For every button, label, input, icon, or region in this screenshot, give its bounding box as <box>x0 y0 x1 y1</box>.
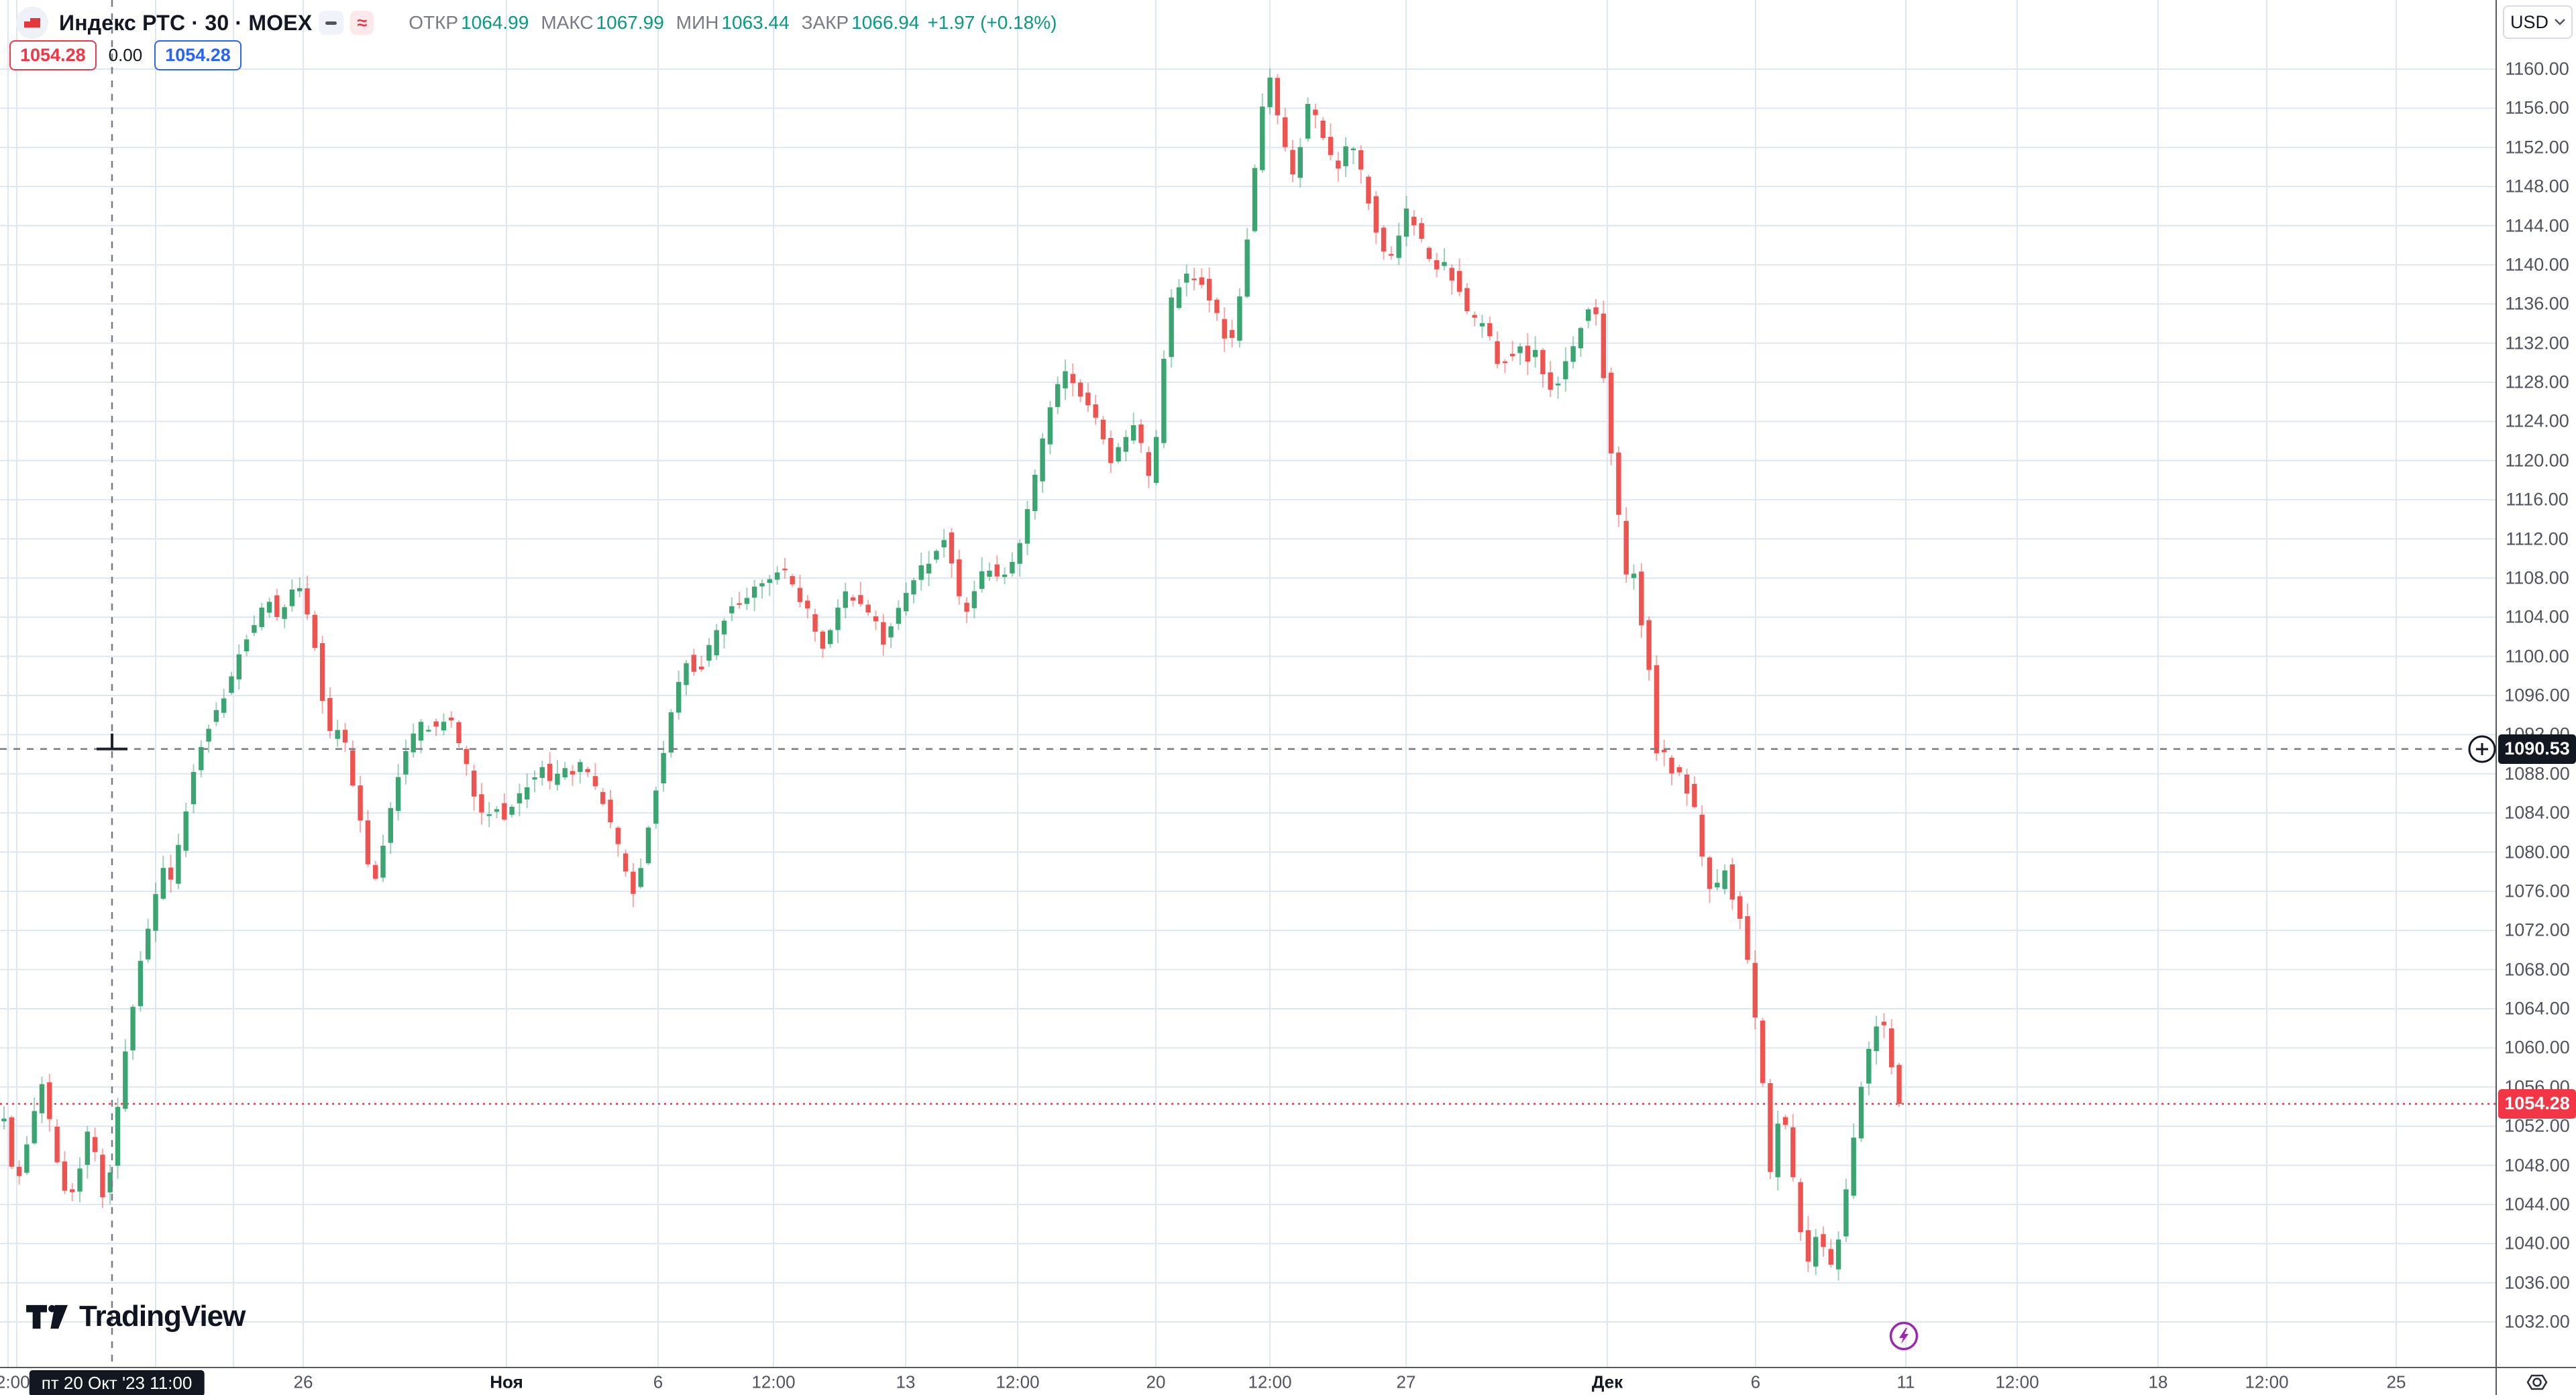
change-value: +1.97 (+0.18%) <box>927 12 1057 33</box>
change-zero-value: 0.00 <box>108 45 143 65</box>
hide-indicator-button[interactable] <box>319 11 344 35</box>
chevron-down-icon <box>2555 19 2565 25</box>
symbol-title[interactable]: Индекс РТС · 30 · MOEX <box>59 10 313 35</box>
price-tick: 1132.00 <box>2505 333 2569 353</box>
time-tick: 13 <box>896 1372 916 1392</box>
time-tick: 12:00 <box>996 1372 1040 1392</box>
price-tick: 1148.00 <box>2505 176 2569 197</box>
price-tick: 1072.00 <box>2504 919 2570 940</box>
crosshair-price-value: 1090.53 <box>2504 738 2570 759</box>
time-tick: Дек <box>1591 1372 1623 1392</box>
price-tick: 1152.00 <box>2505 137 2569 158</box>
time-tick: 12:00 <box>0 1372 30 1392</box>
currency-label: USD <box>2510 11 2548 32</box>
chart-legend: Индекс РТС · 30 · MOEX ≈ ОТКР 1064.99 МА… <box>16 7 1057 39</box>
price-tick: 1108.00 <box>2505 567 2569 588</box>
price-tick: 1120.00 <box>2505 450 2569 471</box>
price-tick: 1040.00 <box>2504 1233 2570 1253</box>
tradingview-mark-icon <box>26 1304 68 1329</box>
time-tick: Ноя <box>490 1372 523 1392</box>
price-tick: 1064.00 <box>2504 998 2570 1019</box>
last-price-value: 1054.28 <box>2504 1093 2570 1114</box>
dash-icon <box>325 21 337 25</box>
axis-settings-corner[interactable] <box>2496 1367 2576 1395</box>
price-axis[interactable]: USD 1160.00 1156.00 1152.00 1148.00 1144.00 1… <box>2468 0 2576 1367</box>
lightning-icon <box>1889 1321 1919 1351</box>
high-value: 1067.99 <box>596 12 664 33</box>
price-tick: 1160.00 <box>2505 58 2569 79</box>
price-tick: 1048.00 <box>2504 1155 2570 1176</box>
countdown-price-chip[interactable]: 1054.28 <box>154 40 241 70</box>
price-tick: 1096.00 <box>2504 685 2570 706</box>
price-tick: 1044.00 <box>2504 1194 2570 1215</box>
currency-dropdown[interactable]: USD <box>2503 5 2573 39</box>
price-tick: 1084.00 <box>2504 802 2570 823</box>
low-value: 1063.44 <box>721 12 790 33</box>
time-tick: 26 <box>293 1372 313 1392</box>
price-tick: 1124.00 <box>2505 410 2569 431</box>
time-tick: 12:00 <box>751 1372 796 1392</box>
open-value: 1064.99 <box>461 12 529 33</box>
similar-symbols-button[interactable]: ≈ <box>350 11 374 35</box>
price-tick: 1068.00 <box>2504 959 2570 980</box>
time-tick: 12:00 <box>1248 1372 1292 1392</box>
ohlc-values: ОТКР 1064.99 МАКС 1067.99 МИН 1063.44 ЗА… <box>396 12 1057 34</box>
add-alert-plus-icon[interactable] <box>2467 734 2497 764</box>
candlestick-chart[interactable] <box>0 0 2496 1370</box>
price-tick: 1144.00 <box>2505 215 2569 235</box>
last-price-badge: 1054.28 <box>2498 1089 2576 1119</box>
price-tick: 1104.00 <box>2505 606 2569 627</box>
crosshair-time-tooltip: пт 20 Окт '23 11:00 <box>29 1370 205 1395</box>
time-tick: 12:00 <box>2245 1372 2289 1392</box>
time-tick: 25 <box>2386 1372 2406 1392</box>
events-lightning-button[interactable] <box>1888 1320 1920 1352</box>
low-label: МИН <box>676 12 719 33</box>
price-tick: 1136.00 <box>2505 293 2569 314</box>
price-tick: 1052.00 <box>2504 1115 2570 1136</box>
price-tick: 1060.00 <box>2504 1037 2570 1058</box>
price-tick: 1128.00 <box>2505 372 2569 392</box>
price-tick: 1032.00 <box>2504 1311 2570 1332</box>
symbol-logo-icon[interactable] <box>16 7 48 39</box>
time-tick: 6 <box>653 1372 663 1392</box>
price-tick: 1036.00 <box>2504 1272 2570 1293</box>
price-tick: 1140.00 <box>2505 254 2569 275</box>
crosshair-price-badge: 1090.53 <box>2468 734 2576 764</box>
time-tick: 20 <box>1146 1372 1166 1392</box>
time-tick: 18 <box>2148 1372 2168 1392</box>
high-label: МАКС <box>541 12 594 33</box>
hexagon-settings-icon <box>2526 1374 2548 1390</box>
price-tick: 1080.00 <box>2504 842 2570 862</box>
time-tick: 12:00 <box>1995 1372 2039 1392</box>
price-line-labels: 1054.28 0.00 1054.28 <box>9 40 241 70</box>
last-price-chip[interactable]: 1054.28 <box>9 40 97 70</box>
price-tick: 1100.00 <box>2505 646 2569 667</box>
time-tick: 11 <box>1896 1372 1915 1392</box>
time-axis[interactable]: 12:00 26 Ноя 6 12:00 13 12:00 20 12:00 27 Дек 6 11 12… <box>0 1367 2496 1395</box>
price-tick: 1112.00 <box>2506 528 2569 549</box>
price-tick: 1088.00 <box>2504 763 2570 784</box>
time-tick: 6 <box>1750 1372 1761 1392</box>
price-tick: 1076.00 <box>2504 881 2570 901</box>
tradingview-logo[interactable]: TradingView <box>25 1300 246 1333</box>
close-label: ЗАКР <box>801 12 849 33</box>
close-value: 1066.94 <box>851 12 920 33</box>
price-tick: 1116.00 <box>2506 489 2569 510</box>
time-tick: 27 <box>1396 1372 1416 1392</box>
open-label: ОТКР <box>409 12 459 33</box>
tradingview-logo-text: TradingView <box>79 1300 246 1333</box>
price-tick: 1156.00 <box>2505 97 2569 118</box>
